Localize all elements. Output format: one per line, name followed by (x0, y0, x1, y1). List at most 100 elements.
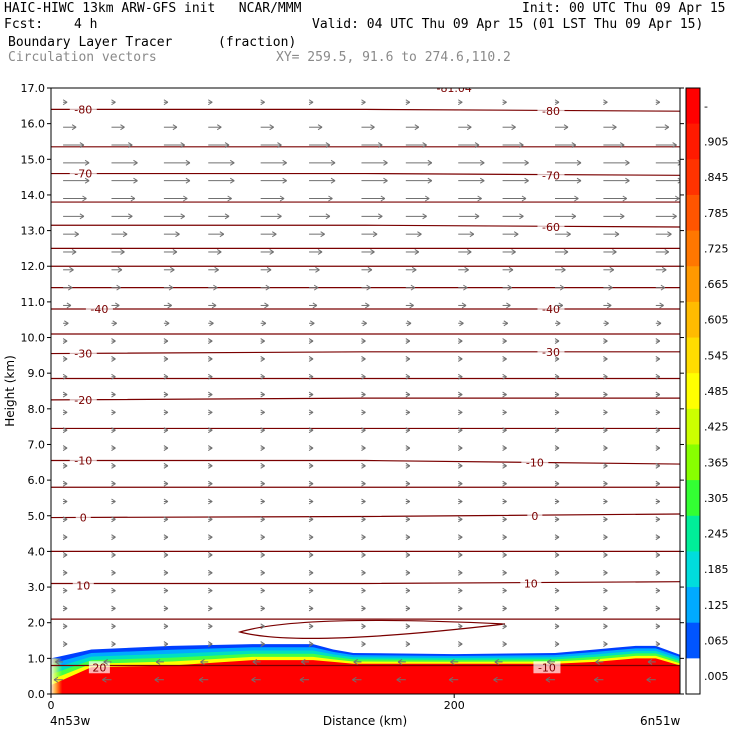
circulation-vector-head (269, 249, 274, 255)
circulation-vector-head (361, 623, 366, 630)
circulation-vector-head (405, 569, 411, 576)
circulation-vector-head (82, 195, 87, 202)
circulation-vector-head (103, 658, 108, 665)
circulation-vector-head (457, 462, 463, 469)
circulation-vector-head (554, 409, 560, 416)
circulation-vector-head (502, 498, 507, 505)
colorbar-label: .185 (704, 563, 729, 576)
circulation-vector-head (506, 302, 511, 309)
colorbar-label: .665 (704, 278, 729, 291)
circulation-vector-head (405, 445, 411, 451)
circulation-vector-head (457, 534, 463, 541)
circulation-vector-head (224, 213, 230, 220)
circulation-vector-head (111, 569, 116, 576)
circulation-vector-head (330, 159, 336, 166)
circulation-vector-head (167, 302, 172, 309)
x-tick-label: 0 (48, 699, 55, 712)
circulation-vector-head (603, 516, 608, 523)
circulation-vector-head (200, 658, 205, 665)
circulation-vector-head (328, 195, 333, 202)
circulation-vector-head (625, 177, 630, 184)
circulation-vector-head (603, 99, 608, 106)
circulation-vector-head (209, 320, 214, 327)
circulation-vector-head (457, 587, 463, 594)
y-tick-label: 17.0 (21, 82, 46, 95)
circulation-vector-head (603, 498, 608, 505)
circulation-vector-head (558, 302, 564, 309)
circulation-vector-head (397, 658, 403, 665)
circulation-vector-head (111, 552, 116, 558)
circulation-vector-head (62, 516, 68, 523)
circulation-vector-head (207, 587, 213, 594)
circulation-vector-head (614, 231, 620, 238)
circulation-vector-head (260, 338, 265, 345)
circulation-vector-head (325, 142, 331, 148)
colorbar-swatch (686, 551, 700, 588)
circulation-vector-head (554, 516, 560, 523)
colorbar-label: .005 (704, 670, 729, 683)
circulation-vector-head (457, 338, 463, 345)
circulation-vector-head (62, 498, 68, 505)
y-axis-label: Height (km) (3, 355, 17, 426)
circulation-vector-head (361, 338, 366, 345)
circulation-vector-head (163, 623, 169, 630)
circulation-vector-head (163, 552, 169, 558)
circulation-vector-head (457, 552, 463, 558)
circulation-vector-head (469, 231, 475, 238)
isotherm-label-bg (537, 221, 565, 234)
circulation-vector-head (320, 231, 325, 238)
circulation-vector-head (464, 266, 469, 273)
circulation-vector-head (554, 605, 560, 612)
circulation-vector-head (260, 569, 265, 576)
circulation-vector-head (405, 355, 411, 362)
circulation-vector-head (457, 373, 463, 380)
circulation-vector-head (84, 177, 90, 184)
circulation-vector-head (511, 124, 516, 131)
circulation-vector-head (554, 480, 560, 487)
circulation-vector-head (502, 569, 507, 576)
circulation-vector-head (361, 373, 366, 380)
circulation-vector-head (502, 391, 507, 398)
isotherm-label-bg (431, 88, 477, 94)
field-name: Boundary Layer Tracer (8, 35, 173, 50)
circulation-vector-head (207, 605, 213, 612)
circulation-vector-head (299, 676, 305, 683)
circulation-vector-head (603, 623, 608, 630)
circulation-vector-head (84, 159, 90, 166)
circulation-vector-head (554, 427, 560, 434)
circulation-vector-head (260, 605, 265, 612)
colorbar-swatch (686, 658, 700, 695)
circulation-vector-head (117, 266, 123, 273)
circulation-vector-head (62, 338, 68, 345)
circulation-vector-head (554, 498, 560, 505)
circulation-vector-head (479, 177, 485, 184)
circulation-vector-head (427, 177, 433, 184)
circulation-vector-head (450, 658, 455, 665)
isotherm-line (51, 459, 680, 465)
circulation-vector-head (603, 605, 608, 612)
circulation-vector-head (361, 569, 366, 576)
circulation-vector-head (111, 445, 116, 451)
circulation-vector-head (563, 249, 569, 255)
circulation-vector-head (111, 373, 116, 380)
circulation-vector-head (317, 249, 323, 255)
circulation-vector-head (545, 676, 551, 683)
circulation-vector-head (163, 427, 169, 434)
isotherm-line (51, 581, 680, 585)
circulation-vector-head (111, 498, 116, 505)
colorbar-swatch (686, 408, 700, 445)
circulation-vector-head (164, 320, 170, 327)
colorbar-label: .425 (704, 421, 729, 434)
circulation-vector-head (214, 266, 219, 273)
circulation-vector-head (655, 569, 661, 576)
circulation-vector-head (261, 320, 267, 327)
circulation-vector-head (251, 676, 256, 683)
circulation-vector-head (672, 142, 677, 148)
circulation-vector-head (655, 373, 661, 380)
circulation-vector-head (502, 409, 507, 416)
circulation-vector-head (163, 587, 169, 594)
circulation-vector-head (62, 373, 68, 380)
isotherm-line (51, 172, 680, 176)
circulation-vector-head (207, 480, 213, 487)
y-tick-label: 12.0 (21, 260, 46, 273)
